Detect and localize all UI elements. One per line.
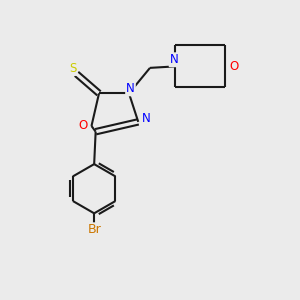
Text: N: N <box>142 112 151 125</box>
Text: O: O <box>230 60 238 73</box>
Text: O: O <box>79 119 88 133</box>
Text: Br: Br <box>87 223 101 236</box>
Text: S: S <box>69 62 76 75</box>
Text: N: N <box>169 53 178 66</box>
Text: N: N <box>126 82 135 95</box>
